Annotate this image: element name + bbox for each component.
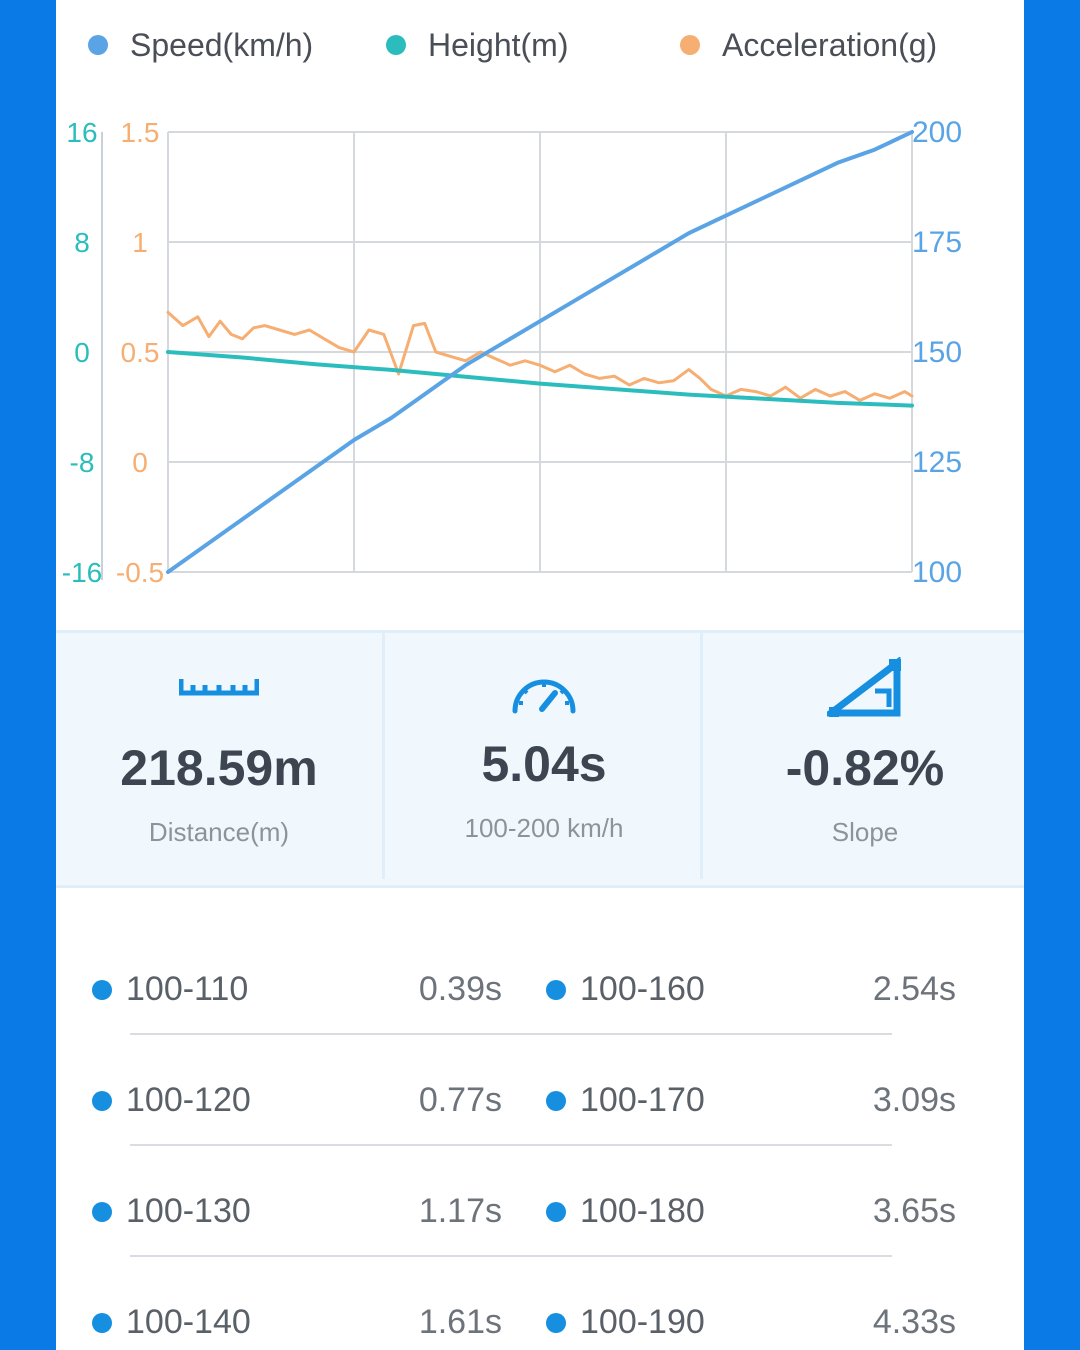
speed-axis-tick-label: 100	[912, 556, 962, 589]
split-time: 4.33s	[872, 1303, 956, 1341]
height-axis-tick-label: -8	[70, 447, 95, 478]
split-row[interactable]: 100-120 0.77s 100-170 3.09s	[56, 1039, 1024, 1150]
acceleration-series-line	[166, 310, 914, 402]
height-axis-tick-label: 8	[74, 227, 90, 258]
slope-icon	[827, 657, 901, 717]
legend-item-height[interactable]: Height(m)	[386, 20, 568, 70]
speed-axis-tick-label: 125	[912, 446, 962, 479]
legend-item-speed[interactable]: Speed(km/h)	[88, 20, 313, 70]
split-range: 100-190	[580, 1303, 705, 1341]
split-range: 100-110	[126, 970, 249, 1008]
split-range: 100-170	[580, 1081, 705, 1119]
chart-right-axis: 200 175 150 125 100	[912, 116, 962, 589]
split-range: 100-180	[580, 1192, 705, 1230]
split-time: 0.77s	[418, 1081, 502, 1119]
split-divider	[130, 1144, 892, 1146]
acceleration-axis-tick-label: 1.5	[121, 117, 160, 148]
height-axis-tick-label: -16	[62, 557, 102, 588]
legend-item-acceleration[interactable]: Acceleration(g)	[680, 20, 937, 70]
split-bullet	[92, 980, 112, 1000]
chart-grid	[167, 131, 913, 573]
time-value: 5.04s	[481, 736, 607, 792]
legend-label-height: Height(m)	[428, 26, 569, 63]
stats-panel: 218.59m Distance(m) 5.04s 100-200 km/h -…	[56, 630, 1024, 888]
time-label: 100-200 km/h	[464, 813, 624, 843]
acceleration-axis-tick-label: 1	[132, 227, 148, 258]
acceleration-axis-tick-label: 0.5	[121, 337, 160, 368]
chart-left-axis: 16 8 0 -8 -16 1.5 1 0.5 0 -0.5	[62, 117, 164, 588]
speed-height-acceleration-chart: 16 8 0 -8 -16 1.5 1 0.5 0 -0.5 200 175 150 125 100	[62, 116, 962, 589]
legend-dot-height	[386, 35, 406, 55]
height-series-line	[166, 350, 914, 408]
split-bullet	[546, 1202, 566, 1222]
split-range: 100-120	[126, 1081, 251, 1119]
slope-label: Slope	[831, 817, 899, 847]
height-axis-tick-label: 16	[66, 117, 97, 148]
split-bullet	[546, 1313, 566, 1333]
speed-series-line	[166, 130, 914, 574]
split-bullet	[546, 1091, 566, 1111]
stat-time: 5.04s 100-200 km/h	[382, 633, 703, 879]
distance-value: 218.59m	[120, 740, 318, 796]
height-axis-tick-label: 0	[74, 337, 90, 368]
split-time: 0.39s	[418, 970, 502, 1008]
distance-label: Distance(m)	[148, 817, 290, 847]
split-divider	[130, 1255, 892, 1257]
split-time: 2.54s	[872, 970, 956, 1008]
chart-series-layer	[166, 130, 914, 574]
ruler-icon	[179, 679, 259, 696]
legend-label-acceleration: Acceleration(g)	[722, 26, 938, 63]
split-time: 3.09s	[872, 1081, 956, 1119]
split-range: 100-140	[126, 1303, 251, 1341]
split-row[interactable]: 100-110 0.39s 100-160 2.54s	[56, 928, 1024, 1039]
split-range: 100-130	[126, 1192, 251, 1230]
speedometer-icon	[512, 679, 576, 714]
split-time: 3.65s	[872, 1192, 956, 1230]
legend-dot-speed	[88, 35, 108, 55]
stat-slope: -0.82% Slope	[700, 633, 1024, 879]
slope-value: -0.82%	[785, 740, 945, 796]
chart-legend: Speed(km/h) Height(m) Acceleration(g)	[56, 20, 1024, 70]
split-time: 1.17s	[418, 1192, 502, 1230]
split-range: 100-160	[580, 970, 705, 1008]
split-bullet	[546, 980, 566, 1000]
stat-distance: 218.59m Distance(m)	[56, 633, 382, 879]
split-time: 1.61s	[418, 1303, 502, 1341]
acceleration-axis-tick-label: -0.5	[116, 557, 164, 588]
split-bullet	[92, 1313, 112, 1333]
split-bullet	[92, 1202, 112, 1222]
split-row[interactable]: 100-140 1.61s 100-190 4.33s	[56, 1261, 1024, 1350]
legend-dot-acceleration	[680, 35, 700, 55]
split-divider	[130, 1033, 892, 1035]
result-panel: Speed(km/h) Height(m) Acceleration(g) 16…	[56, 0, 1024, 1350]
split-row[interactable]: 100-130 1.17s 100-180 3.65s	[56, 1150, 1024, 1261]
split-bullet	[92, 1091, 112, 1111]
acceleration-axis-tick-label: 0	[132, 447, 148, 478]
legend-label-speed: Speed(km/h)	[130, 26, 314, 63]
speed-axis-tick-label: 175	[912, 226, 962, 259]
speed-axis-tick-label: 200	[912, 116, 962, 149]
speed-axis-tick-label: 150	[912, 336, 962, 369]
